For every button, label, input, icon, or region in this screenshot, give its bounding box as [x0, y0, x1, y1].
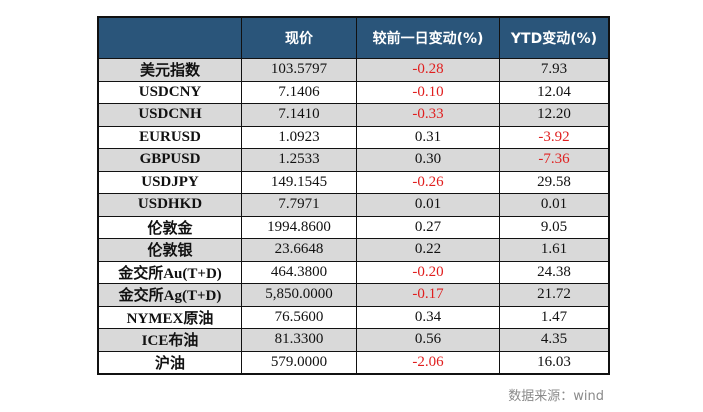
cell-day-change: -0.33: [356, 103, 500, 127]
cell-day-change: -0.10: [356, 80, 500, 104]
cell-name: USDCNY: [97, 80, 242, 104]
table-row: 伦敦银 23.6648 0.22 1.61: [97, 238, 610, 262]
table-row: ICE布油 81.3300 0.56 4.35: [97, 328, 610, 352]
cell-price: 103.5797: [241, 58, 357, 82]
table-row: EURUSD 1.0923 0.31 -3.92: [97, 125, 610, 149]
table-row: 沪油 579.0000 -2.06 16.03: [97, 350, 610, 375]
cell-price: 7.1406: [241, 80, 357, 104]
cell-price: 23.6648: [241, 238, 357, 262]
cell-price: 7.7971: [241, 193, 357, 217]
table-row: NYMEX原油 76.5600 0.34 1.47: [97, 305, 610, 329]
header-price: 现价: [241, 16, 357, 59]
table-row: USDCNH 7.1410 -0.33 12.20: [97, 103, 610, 127]
cell-name: 沪油: [97, 350, 242, 375]
cell-ytd-change: 9.05: [499, 215, 610, 239]
cell-ytd-change: 4.35: [499, 328, 610, 352]
cell-price: 7.1410: [241, 103, 357, 127]
cell-ytd-change: 29.58: [499, 170, 610, 194]
cell-ytd-change: 21.72: [499, 283, 610, 307]
cell-ytd-change: 12.04: [499, 80, 610, 104]
table-row: 金交所Au(T+D) 464.3800 -0.20 24.38: [97, 260, 610, 284]
cell-price: 1994.8600: [241, 215, 357, 239]
header-name: [97, 16, 242, 59]
table-header-row: 现价 较前一日变动(%) YTD变动(%): [97, 16, 610, 59]
cell-ytd-change: 16.03: [499, 350, 610, 375]
table-row: USDJPY 149.1545 -0.26 29.58: [97, 170, 610, 194]
cell-name: NYMEX原油: [97, 305, 242, 329]
cell-name: ICE布油: [97, 328, 242, 352]
table-row: USDCNY 7.1406 -0.10 12.04: [97, 80, 610, 104]
cell-price: 149.1545: [241, 170, 357, 194]
table-row: USDHKD 7.7971 0.01 0.01: [97, 193, 610, 217]
cell-ytd-change: 12.20: [499, 103, 610, 127]
cell-day-change: -0.20: [356, 260, 500, 284]
cell-ytd-change: 1.61: [499, 238, 610, 262]
cell-day-change: 0.27: [356, 215, 500, 239]
cell-name: 伦敦银: [97, 238, 242, 262]
header-day-change: 较前一日变动(%): [356, 16, 500, 59]
cell-price: 1.2533: [241, 148, 357, 172]
cell-name: USDCNH: [97, 103, 242, 127]
table-row: 伦敦金 1994.8600 0.27 9.05: [97, 215, 610, 239]
cell-price: 5,850.0000: [241, 283, 357, 307]
cell-day-change: -2.06: [356, 350, 500, 375]
table-row: 美元指数 103.5797 -0.28 7.93: [97, 58, 610, 82]
cell-name: 金交所Au(T+D): [97, 260, 242, 284]
cell-ytd-change: 0.01: [499, 193, 610, 217]
cell-name: 金交所Ag(T+D): [97, 283, 242, 307]
cell-day-change: 0.31: [356, 125, 500, 149]
cell-name: USDJPY: [97, 170, 242, 194]
cell-day-change: -0.28: [356, 58, 500, 82]
cell-day-change: 0.34: [356, 305, 500, 329]
cell-day-change: -0.17: [356, 283, 500, 307]
cell-name: 伦敦金: [97, 215, 242, 239]
cell-price: 579.0000: [241, 350, 357, 375]
source-note: 数据来源：wind: [508, 389, 604, 404]
cell-ytd-change: 7.93: [499, 58, 610, 82]
cell-name: GBPUSD: [97, 148, 242, 172]
cell-day-change: 0.22: [356, 238, 500, 262]
table-row: 金交所Ag(T+D) 5,850.0000 -0.17 21.72: [97, 283, 610, 307]
cell-price: 1.0923: [241, 125, 357, 149]
table-row: GBPUSD 1.2533 0.30 -7.36: [97, 148, 610, 172]
cell-ytd-change: -3.92: [499, 125, 610, 149]
cell-day-change: 0.01: [356, 193, 500, 217]
cell-name: EURUSD: [97, 125, 242, 149]
cell-price: 464.3800: [241, 260, 357, 284]
cell-ytd-change: 1.47: [499, 305, 610, 329]
header-ytd-change: YTD变动(%): [499, 16, 610, 59]
cell-name: USDHKD: [97, 193, 242, 217]
cell-name: 美元指数: [97, 58, 242, 82]
cell-price: 81.3300: [241, 328, 357, 352]
cell-ytd-change: 24.38: [499, 260, 610, 284]
cell-day-change: -0.26: [356, 170, 500, 194]
cell-price: 76.5600: [241, 305, 357, 329]
table-body: 美元指数 103.5797 -0.28 7.93 USDCNY 7.1406 -0.10 12…: [97, 58, 610, 375]
cell-ytd-change: -7.36: [499, 148, 610, 172]
market-data-table: 现价 较前一日变动(%) YTD变动(%) 美元指数 103.5797 -0.28 7…: [97, 16, 610, 375]
cell-day-change: 0.30: [356, 148, 500, 172]
cell-day-change: 0.56: [356, 328, 500, 352]
